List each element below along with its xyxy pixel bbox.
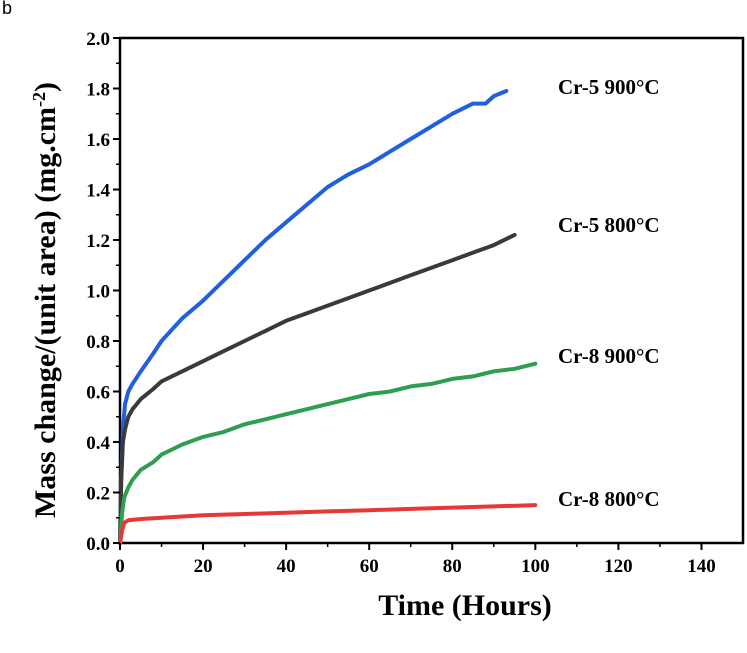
x-tick-label: 60 [360, 556, 379, 577]
y-tick-label: 1.2 [86, 231, 110, 252]
series-label: Cr-5 800°C [558, 213, 660, 237]
panel-letter: b [2, 0, 13, 18]
labels-layer: Cr-5 900°C Cr-5 800°C Cr-8 900°C Cr-8 800°C [558, 75, 660, 511]
axes-layer: 0 20 40 60 80 100 120 140 0.0 0.2 0.4 0.6 0.8 1.0 1.2 1… [86, 29, 715, 577]
y-tick-label: 1.0 [86, 282, 110, 303]
y-tick-label: 0.0 [86, 534, 110, 555]
series-label: Cr-8 900°C [558, 344, 660, 368]
x-tick-label: 40 [277, 556, 296, 577]
y-tick-label: 2.0 [86, 29, 110, 50]
y-tick-label: 1.8 [86, 80, 110, 101]
y-axis-title-sup: -2 [29, 92, 49, 107]
x-tick-label: 80 [443, 556, 462, 577]
y-tick-label: 0.8 [86, 332, 110, 353]
y-axis-title: Mass change/(unit area) (mg.cm-2) [29, 82, 62, 518]
series-line [118, 89, 509, 545]
series-label: Cr-8 800°C [558, 487, 660, 511]
y-axis-title-tail: ) [29, 82, 62, 92]
y-tick-label: 0.2 [86, 484, 110, 505]
x-tick-label: 140 [687, 556, 716, 577]
y-tick-label: 0.4 [86, 433, 110, 454]
series-line [118, 503, 538, 545]
y-tick-label: 1.4 [86, 181, 110, 202]
x-tick-label: 120 [604, 556, 633, 577]
series-line [118, 361, 538, 545]
x-tick-label: 20 [194, 556, 213, 577]
x-tick-label: 0 [115, 556, 125, 577]
series-label: Cr-5 900°C [558, 75, 660, 99]
series-layer [118, 89, 538, 545]
y-axis-title-main: Mass change/(unit area) (mg.cm [29, 107, 62, 518]
x-axis-title: Time (Hours) [378, 589, 552, 622]
x-tick-label: 100 [521, 556, 550, 577]
y-tick-label: 1.6 [86, 130, 110, 151]
y-tick-label: 0.6 [86, 383, 110, 404]
series-line [118, 232, 517, 545]
